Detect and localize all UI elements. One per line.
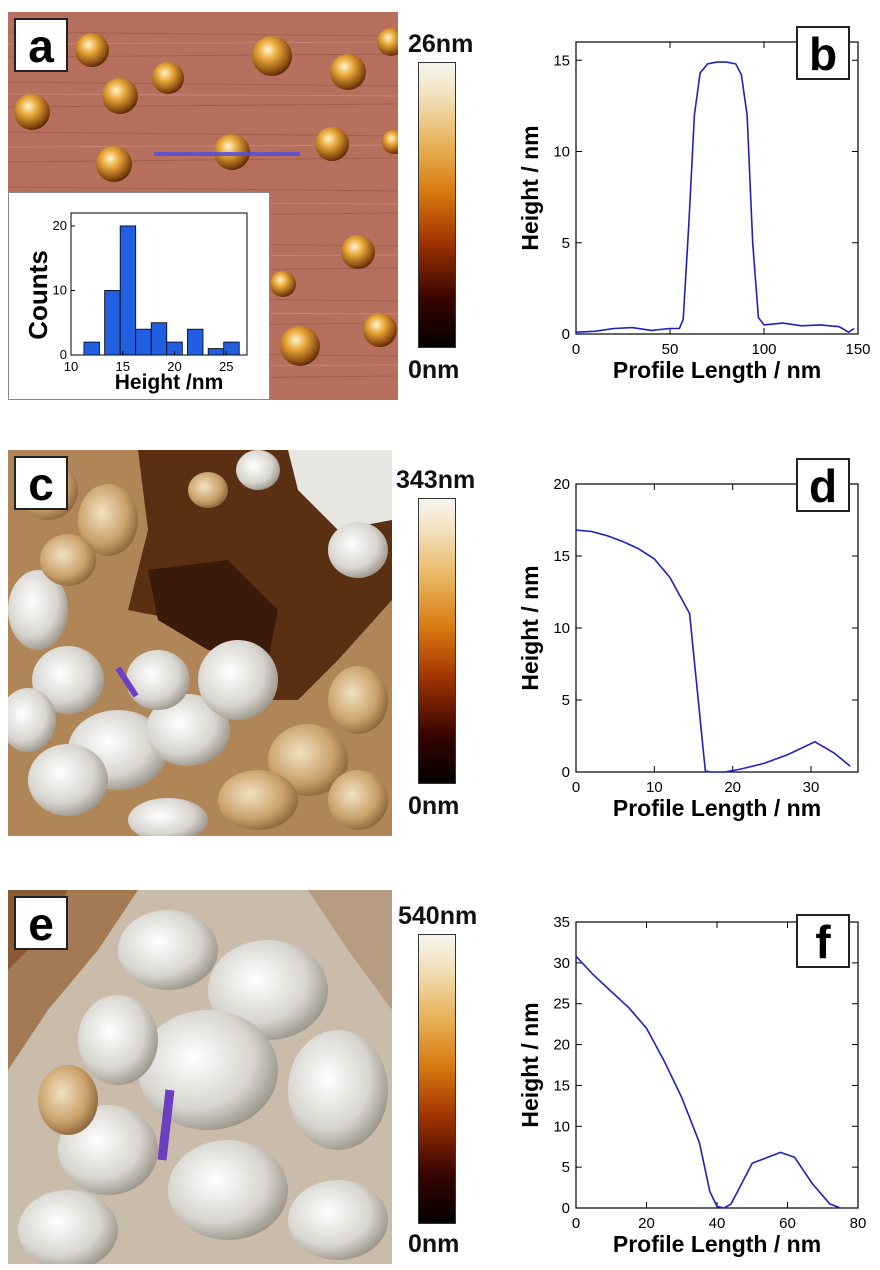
series-line xyxy=(575,529,851,773)
x-tick-label: 10 xyxy=(64,359,78,374)
afm-topography-c xyxy=(8,450,392,836)
y-tick-label: 0 xyxy=(562,764,570,781)
x-tick-label: 20 xyxy=(167,359,181,374)
histogram-bar xyxy=(187,328,204,356)
histogram-bar xyxy=(119,225,137,356)
x-tick-label: 0 xyxy=(572,779,580,796)
panel-label-f: f xyxy=(796,914,850,968)
y-tick-label: 10 xyxy=(553,620,570,637)
profile-line-c xyxy=(115,666,139,698)
histogram-bar xyxy=(104,290,121,356)
colorbar-min-e: 0nm xyxy=(408,1230,460,1258)
x-axis-label: Profile Length / nm xyxy=(613,1231,821,1257)
colorbar-min-c: 0nm xyxy=(408,792,460,820)
plot-frame xyxy=(575,921,859,1209)
y-tick-label: 15 xyxy=(553,1077,570,1094)
inset-histogram: Counts Height /nm 10 15 20 25 0 10 20 xyxy=(8,192,270,400)
panel-label-a: a xyxy=(14,18,68,72)
afm-image-e xyxy=(8,890,392,1264)
x-tick-label: 50 xyxy=(662,341,679,358)
histogram-bar xyxy=(207,348,225,356)
profile-plot-f: 0 20 40 60 80 0 5 10 15 20 25 30 35 Profile Length / … xyxy=(517,914,867,1257)
histogram-bar xyxy=(150,322,168,356)
profile-line-e xyxy=(157,1089,175,1161)
afm-image-c xyxy=(8,450,392,836)
afm-topography-e xyxy=(8,890,392,1264)
panel-label-e: e xyxy=(14,896,68,950)
histogram-bar xyxy=(135,328,152,356)
y-tick-label: 5 xyxy=(562,235,570,252)
x-tick-label: 150 xyxy=(845,341,870,358)
y-tick-label: 0 xyxy=(60,347,67,362)
x-tick-label: 20 xyxy=(724,779,741,796)
x-tick-label: 25 xyxy=(219,359,233,374)
y-tick-label: 15 xyxy=(553,548,570,565)
profile-plot-b: 0 50 100 150 0 5 10 15 Profile Length / nm Height… xyxy=(517,41,871,383)
y-tick-label: 0 xyxy=(562,326,570,343)
inset-ylabel: Counts xyxy=(23,250,53,340)
series-line xyxy=(575,61,855,334)
colorbar-max-e: 540nm xyxy=(398,902,478,930)
y-tick-label: 25 xyxy=(553,996,570,1013)
histogram-bar xyxy=(83,341,100,356)
y-tick-label: 0 xyxy=(562,1200,570,1217)
y-tick-label: 5 xyxy=(562,692,570,709)
plot-frame xyxy=(575,483,859,773)
y-tick-label: 5 xyxy=(562,1159,570,1176)
x-tick-label: 80 xyxy=(850,1215,867,1232)
colorbar-min-a: 0nm xyxy=(408,356,460,384)
panel-label-c: c xyxy=(14,456,68,510)
y-tick-label: 20 xyxy=(553,1037,570,1054)
y-tick-label: 35 xyxy=(553,914,570,931)
x-axis-label: Profile Length / nm xyxy=(613,795,821,821)
y-tick-label: 15 xyxy=(553,52,570,69)
colorbar-e xyxy=(418,934,456,1224)
y-axis-label: Height / nm xyxy=(517,125,543,250)
x-tick-label: 40 xyxy=(709,1215,726,1232)
series-line xyxy=(575,955,841,1209)
x-tick-label: 15 xyxy=(116,359,130,374)
colorbar-max-a: 26nm xyxy=(408,30,474,58)
y-axis-label: Height / nm xyxy=(517,1002,543,1127)
x-tick-label: 30 xyxy=(803,779,820,796)
inset-xlabel: Height /nm xyxy=(115,371,224,394)
y-tick-label: 20 xyxy=(53,218,67,233)
histogram-bar xyxy=(223,341,240,356)
panel-label-d: d xyxy=(796,458,850,512)
y-tick-label: 10 xyxy=(553,1118,570,1135)
x-tick-label: 0 xyxy=(572,1215,580,1232)
colorbar-a xyxy=(418,62,456,348)
x-tick-label: 100 xyxy=(751,341,776,358)
y-tick-label: 30 xyxy=(553,955,570,972)
colorbar-c xyxy=(418,498,456,784)
y-tick-label: 20 xyxy=(553,476,570,493)
x-tick-label: 20 xyxy=(638,1215,655,1232)
plot-frame xyxy=(575,41,859,335)
panel-label-b: b xyxy=(796,26,850,80)
x-tick-label: 10 xyxy=(646,779,663,796)
y-tick-label: 10 xyxy=(553,144,570,161)
y-tick-label: 10 xyxy=(53,282,67,297)
x-axis-label: Profile Length / nm xyxy=(613,357,821,383)
y-axis-label: Height / nm xyxy=(517,565,543,690)
x-tick-label: 60 xyxy=(779,1215,796,1232)
x-tick-label: 0 xyxy=(572,341,580,358)
colorbar-max-c: 343nm xyxy=(396,466,476,494)
